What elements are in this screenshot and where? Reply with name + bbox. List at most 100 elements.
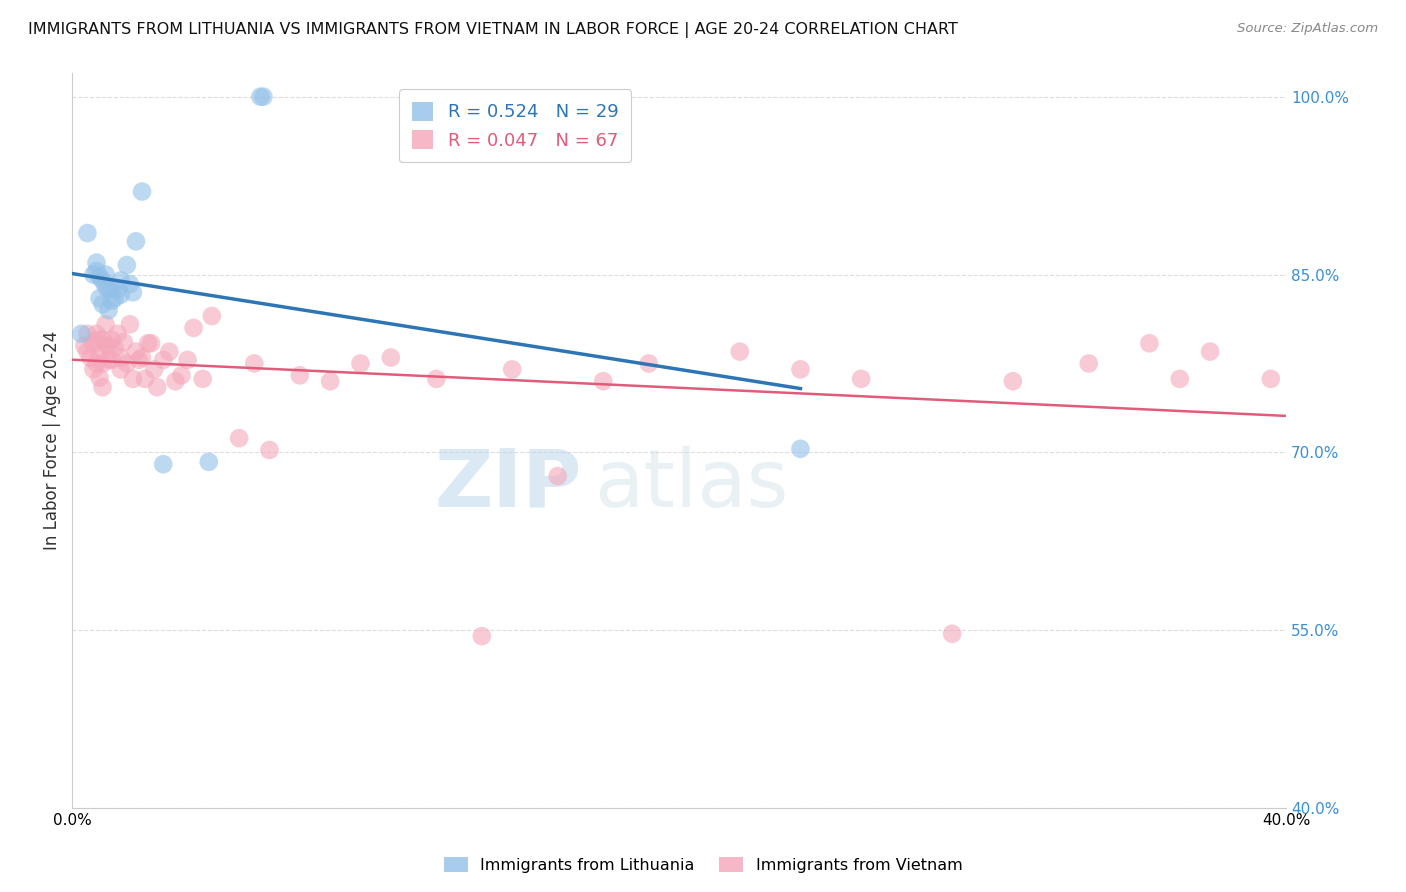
Point [94, 279, 117, 293]
Point [94, 318, 117, 332]
Point [110, 362, 132, 376]
Point [110, 351, 132, 365]
Point [941, 627, 963, 641]
Point [183, 321, 205, 335]
Text: atlas: atlas [595, 446, 789, 524]
Point [76, 344, 98, 359]
Point [1001, 374, 1024, 388]
Point [122, 372, 145, 386]
Point [82, 336, 104, 351]
Point [91, 356, 114, 370]
Point [1139, 336, 1161, 351]
Point [76, 326, 98, 341]
Point [100, 333, 122, 347]
Y-axis label: In Labor Force | Age 20-24: In Labor Force | Age 20-24 [44, 331, 60, 550]
Point [86, 356, 108, 370]
Point [849, 372, 872, 386]
Point [252, 89, 274, 103]
Point [86, 333, 108, 347]
Point [128, 352, 150, 367]
Point [82, 362, 104, 376]
Point [637, 356, 659, 370]
Point [380, 351, 402, 365]
Point [91, 333, 114, 347]
Point [1260, 372, 1282, 386]
Point [547, 469, 569, 483]
Point [86, 255, 108, 269]
Point [89, 348, 111, 362]
Point [131, 351, 153, 365]
Point [471, 629, 494, 643]
Point [100, 282, 122, 296]
Legend: Immigrants from Lithuania, Immigrants from Vietnam: Immigrants from Lithuania, Immigrants fr… [437, 851, 969, 880]
Point [110, 287, 132, 301]
Point [97, 352, 120, 367]
Point [97, 339, 120, 353]
Point [288, 368, 311, 383]
Point [94, 339, 117, 353]
Point [91, 273, 114, 287]
Point [131, 185, 153, 199]
Point [76, 226, 98, 240]
Point [107, 326, 129, 341]
Point [79, 351, 101, 365]
Point [152, 352, 174, 367]
Point [70, 326, 93, 341]
Point [125, 235, 148, 249]
Point [501, 362, 523, 376]
Point [139, 336, 162, 351]
Point [1168, 372, 1191, 386]
Text: ZIP: ZIP [434, 446, 582, 524]
Point [115, 356, 138, 370]
Point [789, 442, 811, 456]
Point [89, 269, 111, 284]
Point [789, 362, 811, 376]
Point [118, 318, 141, 332]
Point [104, 291, 127, 305]
Point [100, 352, 122, 367]
Point [259, 443, 281, 458]
Point [201, 309, 224, 323]
Point [107, 282, 129, 296]
Point [1199, 344, 1222, 359]
Point [97, 303, 120, 318]
Point [249, 89, 271, 103]
Point [592, 374, 614, 388]
Point [104, 341, 127, 355]
Point [91, 297, 114, 311]
Point [134, 372, 156, 386]
Point [1077, 356, 1099, 370]
Point [89, 291, 111, 305]
Point [191, 372, 214, 386]
Point [89, 370, 111, 384]
Point [122, 285, 145, 300]
Point [319, 374, 342, 388]
Point [112, 335, 135, 350]
Point [100, 293, 122, 308]
Point [136, 336, 159, 351]
Point [176, 352, 198, 367]
Point [118, 277, 141, 291]
Legend: R = 0.524   N = 29, R = 0.047   N = 67: R = 0.524 N = 29, R = 0.047 N = 67 [399, 89, 631, 162]
Point [349, 356, 371, 370]
Point [425, 372, 447, 386]
Point [73, 339, 96, 353]
Point [243, 356, 266, 370]
Point [110, 273, 132, 287]
Point [82, 268, 104, 282]
Point [91, 380, 114, 394]
Point [86, 326, 108, 341]
Text: IMMIGRANTS FROM LITHUANIA VS IMMIGRANTS FROM VIETNAM IN LABOR FORCE | AGE 20-24 : IMMIGRANTS FROM LITHUANIA VS IMMIGRANTS … [28, 22, 957, 38]
Point [115, 258, 138, 272]
Point [94, 268, 117, 282]
Point [228, 431, 250, 445]
Point [152, 457, 174, 471]
Point [170, 368, 193, 383]
Point [146, 380, 169, 394]
Point [728, 344, 751, 359]
Point [197, 455, 219, 469]
Point [157, 344, 180, 359]
Point [143, 362, 166, 376]
Point [86, 264, 108, 278]
Point [165, 374, 187, 388]
